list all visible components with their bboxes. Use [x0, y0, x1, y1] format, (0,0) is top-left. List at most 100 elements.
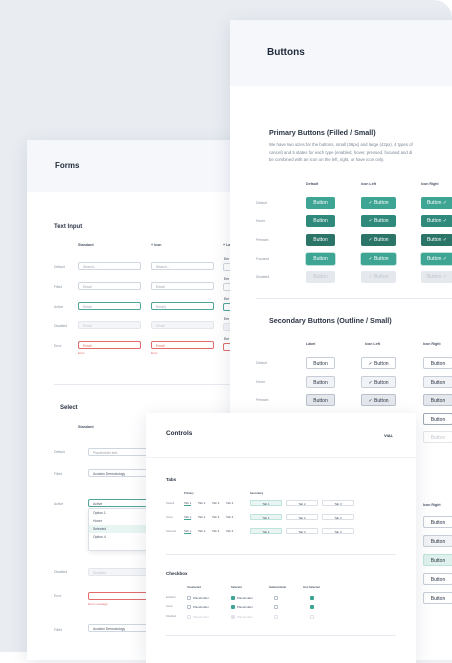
- tab-2-default[interactable]: Tab 2: [198, 501, 206, 505]
- state-disabled: Disabled: [54, 324, 68, 328]
- select-state-filled: Filled: [54, 472, 63, 476]
- primary-button-hover[interactable]: Button: [306, 215, 335, 227]
- vial-logo: VIAL: [384, 433, 394, 438]
- checkbox-icon-selected-disabled: [310, 615, 314, 619]
- primary-button-icon-right-focused[interactable]: Button ✓: [421, 253, 452, 265]
- email-field-icon-active[interactable]: Email |: [151, 302, 214, 310]
- tab-2-hover[interactable]: Tab 2: [198, 515, 206, 519]
- forms-title: Forms: [55, 161, 80, 170]
- primary-button-default[interactable]: Button: [306, 197, 335, 209]
- checkbox-label-5: Placeholder: [237, 605, 253, 609]
- tab-1-hover[interactable]: Tab 1: [184, 515, 192, 520]
- secondary-col-icon-left: Icon Left: [365, 342, 380, 346]
- email-field-filled[interactable]: Email: [78, 282, 141, 290]
- tab-1-default[interactable]: Tab 1: [184, 501, 192, 506]
- email-field-error[interactable]: Email: [78, 341, 141, 349]
- primary-heading: Primary Buttons (Filled / Small): [269, 128, 376, 137]
- search-input[interactable]: Search...: [78, 262, 141, 270]
- tab-3-hover[interactable]: Tab 3: [212, 515, 220, 519]
- primary-desc-line2: cancel) and 5 states for each type (enab…: [269, 149, 413, 155]
- checkbox-indeterminate-enabled[interactable]: [274, 596, 278, 600]
- tertiary-button-focused[interactable]: Button: [423, 573, 452, 585]
- select-state-disabled: Disabled: [54, 570, 68, 574]
- secondary-button-icon-right-default[interactable]: Button: [423, 357, 452, 369]
- pill-tab-1-default[interactable]: Tab 1: [250, 500, 282, 506]
- primary-button-icon-right-pressed[interactable]: Button ✓: [421, 234, 452, 246]
- secondary-button-icon-right-pressed[interactable]: Button: [423, 394, 452, 406]
- col-standard: Standard: [78, 243, 94, 247]
- pill-tab-2-selected[interactable]: Tab 2: [286, 528, 318, 534]
- email-field-icon-error[interactable]: Email: [151, 341, 214, 349]
- checkbox-selected-enabled[interactable]: [231, 596, 235, 600]
- checkbox-icon-selected-enabled[interactable]: [310, 596, 314, 600]
- primary-state-hover: Hover: [256, 219, 266, 223]
- secondary-state-pressed: Pressed: [256, 398, 269, 402]
- select-option-selected[interactable]: Selected: [89, 525, 159, 533]
- secondary-button-icon-left-hover[interactable]: ✓ Button: [361, 376, 396, 388]
- secondary-button-hover[interactable]: Button: [306, 376, 335, 388]
- secondary-state-hover: Hover: [256, 380, 266, 384]
- primary-button-pressed[interactable]: Button: [306, 234, 335, 246]
- tabs-row-default: Default: [166, 502, 175, 505]
- tertiary-button-pressed[interactable]: Button: [423, 554, 452, 566]
- tab-3-selected[interactable]: Tab 3: [212, 529, 220, 533]
- primary-button-icon-right-default[interactable]: Button ✓: [421, 197, 452, 209]
- tertiary-button-default[interactable]: Button: [423, 516, 452, 528]
- checkbox-unselected-enabled[interactable]: [187, 596, 191, 600]
- pill-tab-3-selected[interactable]: Tab 3: [322, 528, 354, 534]
- primary-button-icon-left-pressed[interactable]: ✓ Button: [361, 234, 396, 246]
- secondary-button-icon-right-hover[interactable]: Button: [423, 376, 452, 388]
- pill-tab-1-selected[interactable]: Tab 1: [250, 528, 282, 534]
- select-state-default: Default: [54, 450, 65, 454]
- primary-button-icon-left-hover[interactable]: ✓ Button: [361, 215, 396, 227]
- pill-tab-3-hover[interactable]: Tab 3: [322, 514, 354, 520]
- checkbox-icon-selected-hover[interactable]: [310, 605, 314, 609]
- search-input-icon[interactable]: Search...: [151, 262, 214, 270]
- state-error: Error: [54, 344, 62, 348]
- select-option-4[interactable]: Option 4: [93, 535, 106, 539]
- checkbox-indeterminate-hover[interactable]: [274, 605, 278, 609]
- controls-title: Controls: [166, 430, 193, 437]
- secondary-button-icon-right-focused[interactable]: Button: [423, 413, 452, 425]
- tertiary-col-icon-right: Icon Right: [423, 503, 441, 507]
- email-field-disabled: Email: [78, 321, 141, 329]
- state-filled: Filled: [54, 285, 63, 289]
- checkbox-col-icon-selected: Icon Selected: [303, 586, 320, 589]
- email-field-active[interactable]: Email: [78, 302, 141, 310]
- primary-button-focused[interactable]: Button: [306, 253, 335, 265]
- tab-3-default[interactable]: Tab 3: [212, 501, 220, 505]
- secondary-button-default[interactable]: Button: [306, 357, 335, 369]
- email-field-icon-disabled: Email: [151, 321, 214, 329]
- checkbox-row-disabled: Disabled: [166, 615, 177, 618]
- tertiary-button-disabled[interactable]: Button: [423, 592, 452, 604]
- primary-button-icon-right-hover[interactable]: Button ✓: [421, 215, 452, 227]
- secondary-button-icon-left-default[interactable]: ✓ Button: [361, 357, 396, 369]
- email-field-icon-filled[interactable]: Email: [151, 282, 214, 290]
- pill-tab-2-default[interactable]: Tab 2: [286, 500, 318, 506]
- labelled-field-label-3: Em: [224, 297, 230, 301]
- error-message: Error: [78, 351, 85, 355]
- select-option-1[interactable]: Option 1: [93, 511, 106, 515]
- tab-4-default[interactable]: Tab 4: [226, 501, 234, 505]
- controls-divider-2: [166, 635, 396, 636]
- controls-header: [146, 413, 416, 458]
- tab-2-selected[interactable]: Tab 2: [198, 529, 206, 533]
- col-label: + La: [223, 243, 231, 247]
- tab-1-selected[interactable]: Tab 1: [184, 529, 192, 534]
- checkbox-selected-hover[interactable]: [231, 605, 235, 609]
- checkbox-unselected-hover[interactable]: [187, 605, 191, 609]
- secondary-button-icon-left-pressed[interactable]: ✓ Button: [361, 394, 396, 406]
- primary-button-icon-left-default[interactable]: ✓ Button: [361, 197, 396, 209]
- pill-tab-3-default[interactable]: Tab 3: [322, 500, 354, 506]
- tab-4-selected[interactable]: Tab 4: [226, 529, 234, 533]
- pill-tab-1-hover[interactable]: Tab 1: [250, 514, 282, 520]
- primary-button-icon-left-focused[interactable]: ✓ Button: [361, 253, 396, 265]
- checkbox-col-selected: Selected: [231, 586, 242, 589]
- secondary-button-pressed[interactable]: Button: [306, 394, 335, 406]
- pill-tab-2-hover[interactable]: Tab 2: [286, 514, 318, 520]
- select-option-hover[interactable]: Hover: [93, 519, 103, 523]
- primary-desc-line1: We have two sizes for the buttons, small…: [269, 142, 413, 147]
- tertiary-button-hover[interactable]: Button: [423, 535, 452, 547]
- primary-col-icon-left: Icon Left: [361, 182, 376, 186]
- tab-4-hover[interactable]: Tab 4: [226, 515, 234, 519]
